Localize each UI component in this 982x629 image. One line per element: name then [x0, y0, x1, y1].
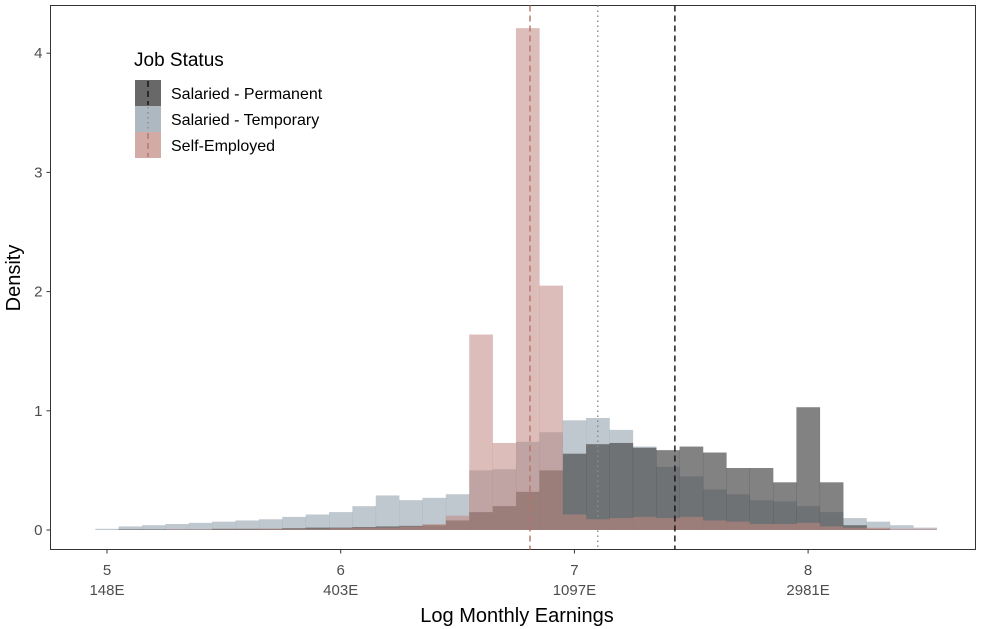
histogram-bar — [843, 527, 867, 530]
y-tick-label: 3 — [34, 164, 42, 181]
x-tick-label: 6 — [337, 562, 345, 579]
x-tick-sublabel: 403E — [323, 582, 358, 599]
legend: Job Status Salaried - Permanent Salaried … — [134, 50, 323, 158]
histogram-bar — [586, 444, 610, 530]
x-tick-sublabel: 148E — [89, 582, 124, 599]
histogram-bar — [258, 519, 283, 530]
histogram-bar — [656, 450, 680, 530]
x-tick-label: 5 — [103, 562, 111, 579]
histogram-bar — [679, 446, 704, 530]
histogram-bar — [562, 514, 587, 530]
y-tick-label: 2 — [34, 284, 42, 301]
histogram-bar — [329, 512, 353, 530]
histogram-bar — [796, 522, 821, 530]
histogram-bar — [142, 529, 166, 530]
histogram-bar — [913, 528, 937, 530]
histogram-bar — [889, 525, 914, 530]
legend-label: Salaried - Temporary — [171, 112, 319, 129]
histogram-bar — [305, 514, 330, 530]
histogram-bar — [118, 526, 143, 530]
legend-label: Salaried - Permanent — [171, 86, 323, 103]
histogram-bar — [352, 527, 377, 530]
histogram-bar — [562, 453, 587, 530]
histogram-bar — [212, 529, 236, 530]
histogram-bar — [188, 522, 213, 530]
x-tick-label: 7 — [570, 562, 578, 579]
histogram-bar — [282, 528, 306, 530]
histogram-bar — [142, 525, 166, 530]
histogram-bar — [492, 442, 517, 530]
mean-lines — [529, 5, 676, 550]
histogram-bar — [258, 528, 283, 530]
histogram-bar — [375, 527, 400, 530]
histogram-bar — [749, 468, 774, 530]
histogram-bar — [609, 442, 634, 530]
histogram-bar — [188, 529, 213, 530]
histogram-bars — [95, 28, 937, 530]
histogram-bar — [95, 528, 119, 530]
histogram-bar — [773, 524, 797, 530]
histogram-bar — [609, 518, 634, 530]
legend-item: Self-Employed — [135, 132, 275, 158]
y-tick-label: 4 — [34, 45, 42, 62]
legend-label: Self-Employed — [171, 138, 275, 155]
histogram-bar — [773, 482, 797, 530]
histogram-bar — [726, 521, 750, 530]
histogram-bar — [399, 500, 423, 530]
histogram-bar — [422, 497, 447, 530]
histogram-bar — [726, 468, 750, 530]
histogram-bar — [819, 482, 844, 530]
histogram-bar — [305, 528, 330, 530]
histogram-bar — [235, 529, 260, 530]
histogram-bar — [375, 495, 400, 530]
histogram-bar — [656, 518, 680, 530]
histogram-bar — [469, 334, 493, 530]
histogram-bar — [632, 447, 657, 530]
histogram-bar — [329, 528, 353, 530]
histogram-bar — [866, 521, 891, 530]
x-axis-title: Log Monthly Earnings — [420, 605, 613, 627]
histogram-bar — [352, 506, 377, 530]
y-tick-label: 0 — [34, 522, 42, 539]
histogram-bar — [515, 28, 540, 530]
histogram-bar — [843, 518, 867, 530]
legend-item: Salaried - Temporary — [135, 106, 319, 132]
histogram-bar — [539, 285, 564, 530]
histogram-bar — [235, 520, 260, 530]
y-tick-label: 1 — [34, 403, 42, 420]
histogram-bar — [796, 407, 821, 530]
legend-item: Salaried - Permanent — [135, 80, 323, 106]
x-tick-sublabel: 1097E — [553, 582, 596, 599]
histogram-bar — [866, 527, 891, 530]
histogram-bar — [212, 521, 236, 530]
x-tick-label: 8 — [804, 562, 812, 579]
histogram-bar — [399, 526, 423, 530]
histogram-bar — [889, 528, 914, 530]
histogram-bar — [165, 529, 190, 530]
histogram-bar — [679, 516, 704, 530]
histogram-bar — [445, 515, 470, 530]
series-self-employed — [165, 28, 937, 530]
axes: 0 1 2 3 4 5 148E 6 403E 7 1097E 8 2981E — [34, 45, 830, 599]
histogram-bar — [118, 529, 143, 530]
legend-title: Job Status — [134, 50, 224, 71]
y-axis-title: Density — [3, 245, 25, 312]
histogram-bar — [819, 526, 844, 530]
series-salaried-permanent — [118, 407, 891, 530]
histogram-bar — [749, 524, 774, 530]
histogram-bar — [422, 524, 447, 530]
histogram-bar — [702, 452, 727, 530]
x-tick-sublabel: 2981E — [786, 582, 829, 599]
histogram-bar — [702, 520, 727, 530]
histogram-bar — [165, 524, 190, 530]
histogram-bar — [282, 516, 306, 530]
histogram-bar — [843, 525, 867, 530]
histogram-bar — [632, 516, 657, 530]
histogram-bar — [586, 519, 610, 530]
